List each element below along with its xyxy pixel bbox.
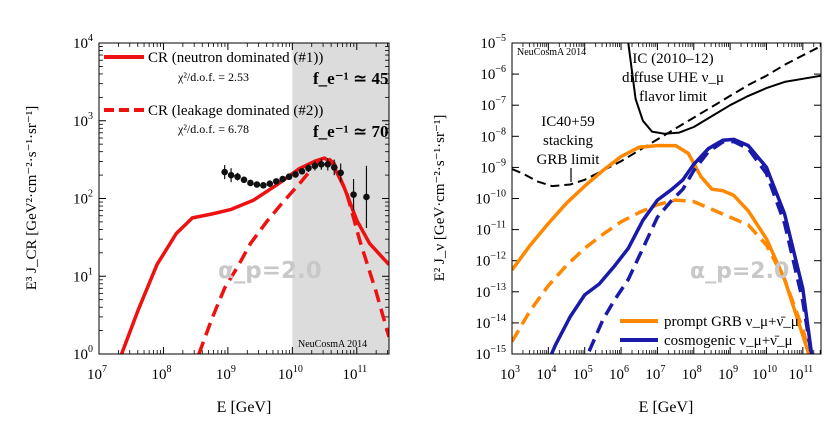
data-point xyxy=(298,167,306,175)
x-tick-label: 108 xyxy=(151,364,171,383)
legend-label-neutron: CR (neutron dominated (#1)) xyxy=(148,50,323,66)
y-tick-label: 10−6 xyxy=(480,64,506,83)
stacking-limit-annotation: IC40+59 stacking GRB limit xyxy=(537,114,601,182)
x-tick-label: 107 xyxy=(645,364,665,383)
left-data-points xyxy=(221,158,370,229)
y-tick-label: 102 xyxy=(73,189,93,208)
data-point xyxy=(318,160,325,168)
data-point xyxy=(227,171,235,179)
series-line-1 xyxy=(512,45,821,188)
right-chart: 103 104 105 106 107 108 109 1010 1011 10−15 10−14 1… xyxy=(432,33,822,416)
y-tick-label: 10−9 xyxy=(480,157,506,176)
y-tick-label: 100 xyxy=(73,344,93,363)
y-tick-label: 10−12 xyxy=(475,251,506,270)
legend-label-prompt: prompt GRB ν_μ+ν̄_μ xyxy=(664,314,799,330)
x-tick-label: 107 xyxy=(87,364,107,383)
data-point xyxy=(330,164,338,171)
y-tick-label: 103 xyxy=(73,111,93,130)
left-chart: 107 108 109 1010 1011 100 101 102 103 104 CR (neu… xyxy=(24,33,390,416)
data-point xyxy=(253,181,261,188)
x-tick-label: 105 xyxy=(573,364,593,383)
data-point xyxy=(292,171,299,178)
y-tick-label: 10−8 xyxy=(480,126,506,145)
x-tick-label: 109 xyxy=(718,364,738,383)
x-tick-label: 1011 xyxy=(789,364,814,383)
data-point xyxy=(266,180,274,188)
fe-neutron: f_e⁻¹ ≃ 45 xyxy=(313,69,389,88)
right-plot-frame xyxy=(511,42,822,355)
alpha-label: α_p=2.0 xyxy=(218,258,322,284)
x-tick-label: 108 xyxy=(682,364,702,383)
x-tick-label: 106 xyxy=(609,364,629,383)
chi2-leakage: χ²/d.o.f. = 6.78 xyxy=(177,122,249,136)
x-axis-label: E [GeV] xyxy=(217,399,272,416)
data-point xyxy=(350,191,357,198)
series-line-0 xyxy=(627,43,821,135)
data-point xyxy=(305,164,312,172)
legend-label-leakage: CR (leakage dominated (#2)) xyxy=(148,103,323,119)
y-tick-label: 10−14 xyxy=(475,313,506,332)
data-point xyxy=(324,160,332,168)
y-tick-label: 101 xyxy=(73,266,93,285)
stacking-line-3: GRB limit xyxy=(537,152,601,168)
stacking-line-1: IC40+59 xyxy=(541,114,594,130)
data-point xyxy=(279,175,286,183)
ic-limit-line-1: IC (2010–12) xyxy=(632,51,713,67)
y-tick-label: 10−15 xyxy=(475,344,506,363)
watermark: NeuCosmA 2014 xyxy=(517,47,586,58)
data-point xyxy=(234,173,241,181)
watermark: NeuCosmA 2014 xyxy=(298,339,367,350)
data-point xyxy=(363,193,370,201)
series-line-1 xyxy=(197,156,389,354)
ic-limit-line-2: diffuse UHE ν_μ xyxy=(622,70,724,86)
series-line-3 xyxy=(512,198,812,354)
fe-leakage: f_e⁻¹ ≃ 70 xyxy=(313,122,389,141)
series-line-4 xyxy=(549,137,814,354)
ic-limit-annotation: IC (2010–12) diffuse UHE ν_μ flavor limi… xyxy=(622,51,724,105)
alpha-label: α_p=2.0 xyxy=(690,259,789,284)
x-axis-label: E [GeV] xyxy=(639,399,694,416)
ic-limit-line-3: flavor limit xyxy=(639,89,708,105)
y-axis-label: E³ J_CR [GeV²·cm⁻²·s⁻¹·sr⁻¹] xyxy=(24,106,40,291)
x-tick-label: 1010 xyxy=(278,364,303,383)
x-tick-label: 103 xyxy=(500,364,520,383)
y-tick-label: 10−7 xyxy=(480,95,506,114)
chi2-neutron: χ²/d.o.f. = 2.53 xyxy=(177,70,249,84)
data-point xyxy=(311,162,319,170)
x-tick-label: 109 xyxy=(216,364,236,383)
data-point xyxy=(337,169,344,177)
series-line-2 xyxy=(512,143,811,354)
right-legend: prompt GRB ν_μ+ν̄_μ cosmogenic ν_μ+ν̄_μ xyxy=(620,314,799,349)
stacking-line-2: stacking xyxy=(543,133,593,149)
left-plot-frame xyxy=(98,42,390,355)
y-tick-label: 10−11 xyxy=(476,220,506,239)
y-tick-label: 10−10 xyxy=(475,189,506,208)
data-point xyxy=(272,178,280,185)
data-point xyxy=(260,181,267,189)
data-point xyxy=(247,179,254,187)
left-series xyxy=(119,156,389,354)
right-series xyxy=(512,43,821,354)
x-tick-label: 104 xyxy=(536,364,556,383)
x-tick-label: 1011 xyxy=(342,364,367,383)
series-line-5 xyxy=(586,139,813,354)
y-tick-label: 10−13 xyxy=(475,282,506,301)
x-tick-label: 1010 xyxy=(752,364,777,383)
data-point xyxy=(285,173,293,181)
y-axis-label: E² J_ν [GeV·cm⁻²·s⁻¹·sr⁻¹] xyxy=(432,115,448,282)
shaded-region xyxy=(292,43,389,354)
y-tick-label: 104 xyxy=(73,33,93,52)
data-point xyxy=(221,168,228,176)
y-tick-label: 10−5 xyxy=(480,33,506,52)
data-point xyxy=(240,176,248,184)
legend-label-cosmogenic: cosmogenic ν_μ+ν̄_μ xyxy=(664,333,793,349)
